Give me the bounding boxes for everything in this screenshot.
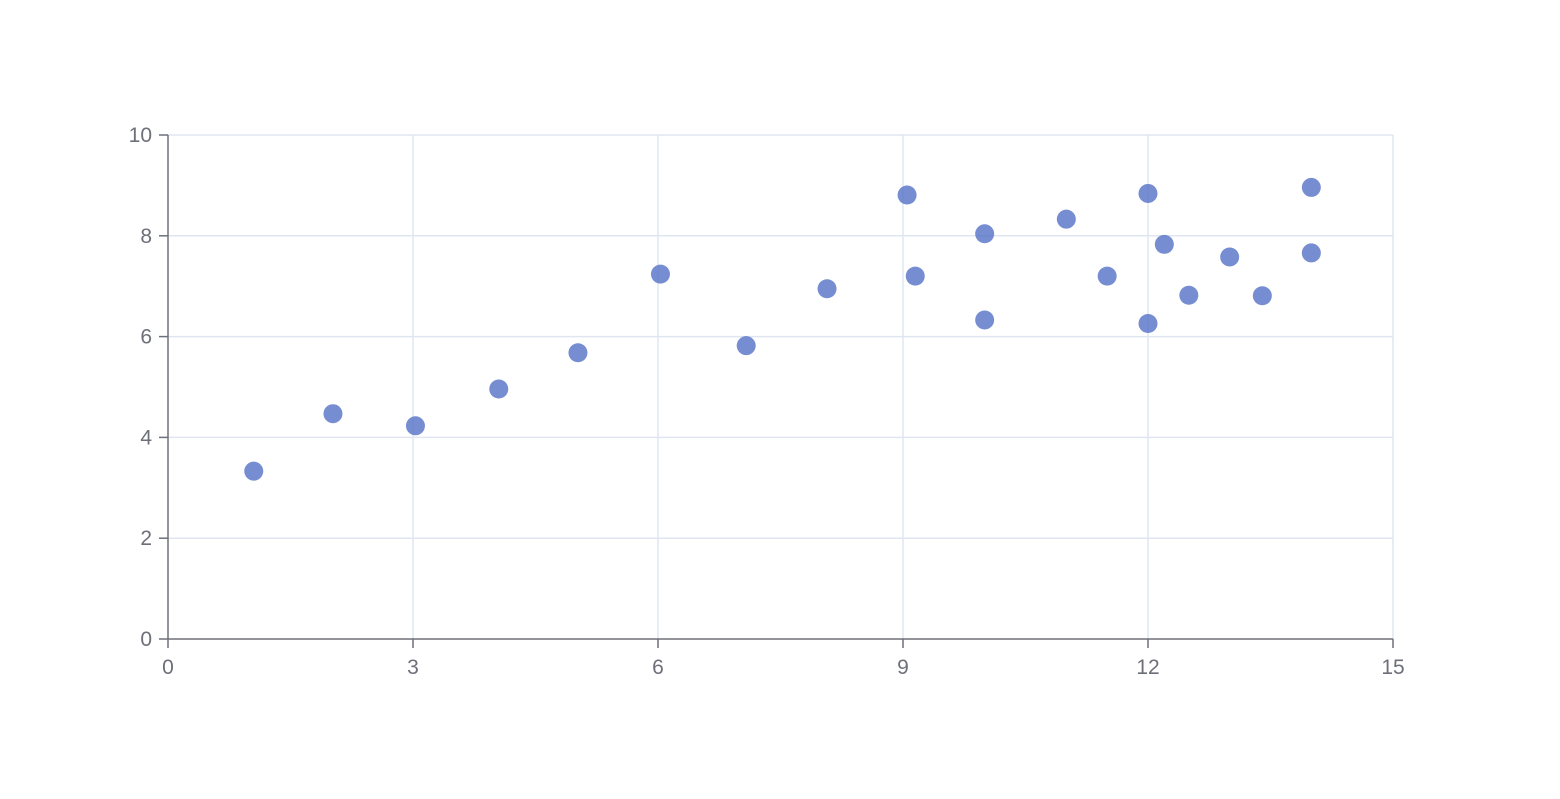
scatter-point [1138,313,1158,333]
y-tick-label: 2 [140,527,152,550]
scatter-point [1097,266,1117,286]
scatter-point [650,264,670,284]
scatter-point [489,379,509,399]
scatter-point [1220,247,1240,267]
scatter-point [975,224,995,244]
y-tick-label: 6 [140,326,152,349]
scatter-point [568,343,588,363]
axes [159,134,1394,648]
y-tick-label: 10 [129,124,152,147]
scatter-point [897,185,917,205]
scatter-point [1301,177,1321,197]
tick-labels: 0 3 6 9 12 15 0 2 4 6 8 10 [129,124,1405,679]
scatter-points [244,177,1321,481]
scatter-point [1154,234,1174,254]
x-tick-label: 9 [897,656,909,679]
scatter-point [323,404,343,424]
scatter-point [817,279,837,299]
scatter-point [975,310,995,330]
scatter-point [244,461,264,481]
x-tick-label: 12 [1136,656,1159,679]
x-tick-label: 0 [162,656,174,679]
scatter-point [405,416,425,436]
scatter-point [1301,243,1321,263]
scatter-point [1138,183,1158,203]
x-tick-label: 6 [652,656,664,679]
y-tick-label: 8 [140,225,152,248]
grid-lines [168,134,1394,639]
y-tick-label: 4 [140,426,152,449]
x-tick-label: 15 [1381,656,1404,679]
y-tick-label: 0 [140,628,152,651]
scatter-point [736,336,756,356]
x-tick-label: 3 [407,656,419,679]
scatter-point [1179,285,1199,305]
scatter-point [1252,286,1272,306]
scatter-point [905,266,925,286]
scatter-point [1056,209,1076,229]
